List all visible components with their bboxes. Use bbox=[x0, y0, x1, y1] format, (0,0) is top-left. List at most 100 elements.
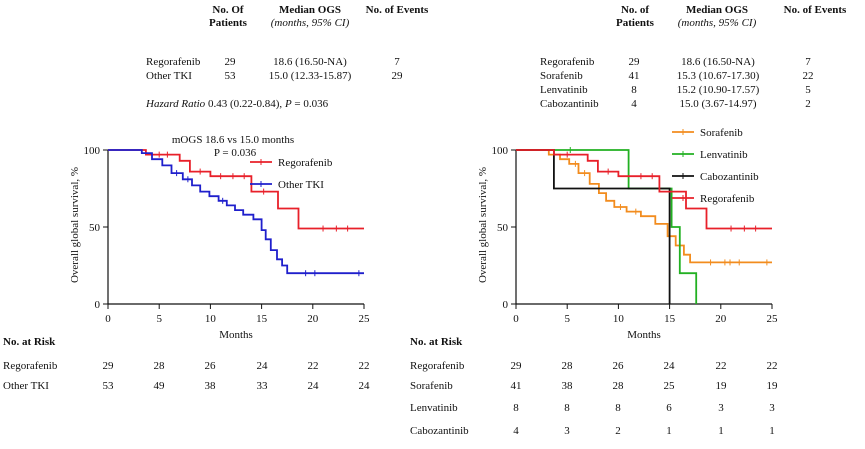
risk-value: 29 bbox=[102, 360, 114, 372]
risk-row-name: Regorafenib bbox=[3, 360, 58, 372]
right-row-events: 7 bbox=[805, 56, 811, 68]
legend-label: Sorafenib bbox=[700, 127, 743, 139]
risk-value: 8 bbox=[564, 402, 570, 414]
legend-label: Regorafenib bbox=[278, 157, 333, 169]
y-axis-label: Overall global survival, % bbox=[477, 167, 489, 283]
risk-value: 29 bbox=[510, 360, 522, 372]
risk-value: 49 bbox=[153, 380, 165, 392]
left-row-median: 18.6 (16.50-NA) bbox=[273, 56, 347, 68]
x-tick-label: 0 bbox=[513, 313, 519, 325]
right-row-name: Regorafenib bbox=[540, 56, 595, 68]
series-line-regorafenib bbox=[516, 149, 772, 230]
risk-value: 24 bbox=[256, 360, 268, 372]
x-tick-label: 25 bbox=[359, 313, 371, 325]
series-line-lenvatinib bbox=[516, 149, 698, 304]
risk-value: 8 bbox=[513, 402, 519, 414]
risk-row-name: Sorafenib bbox=[410, 380, 453, 392]
right-row-median: 15.2 (10.90-17.57) bbox=[676, 84, 760, 96]
x-tick-label: 15 bbox=[664, 313, 676, 325]
x-tick-label: 15 bbox=[256, 313, 268, 325]
annotation-pvalue: P = 0.036 bbox=[214, 147, 257, 159]
y-tick-label: 100 bbox=[492, 145, 509, 157]
risk-value: 1 bbox=[666, 425, 672, 437]
left-row-name: Regorafenib bbox=[146, 56, 201, 68]
km-chart-left: 0 5 10 15 20 25 0 50 100 Months Overall global sur… bbox=[69, 134, 370, 341]
risk-value: 24 bbox=[663, 360, 675, 372]
risk-value: 22 bbox=[358, 360, 370, 372]
legend-label: Other TKI bbox=[278, 179, 324, 191]
right-header-patients: No. of Patients bbox=[616, 4, 654, 29]
risk-value: 6 bbox=[666, 402, 672, 414]
risk-value: 24 bbox=[307, 380, 319, 392]
risk-value: 4 bbox=[513, 425, 519, 437]
x-tick-label: 10 bbox=[205, 313, 217, 325]
right-row-n: 29 bbox=[628, 56, 640, 68]
y-tick-label: 0 bbox=[503, 299, 509, 311]
legend-label: Regorafenib bbox=[700, 193, 755, 205]
right-risk-title: No. at Risk bbox=[410, 336, 463, 348]
risk-row-name: Lenvatinib bbox=[410, 402, 458, 414]
risk-value: 22 bbox=[307, 360, 319, 372]
left-row-events: 7 bbox=[394, 56, 400, 68]
x-tick-label: 20 bbox=[307, 313, 319, 325]
x-tick-label: 20 bbox=[715, 313, 727, 325]
risk-value: 19 bbox=[715, 380, 727, 392]
x-tick-label: 25 bbox=[767, 313, 779, 325]
series-line-other-tki bbox=[108, 149, 364, 275]
series-line-sorafenib bbox=[516, 149, 772, 264]
legend-label: Lenvatinib bbox=[700, 149, 748, 161]
risk-value: 22 bbox=[715, 360, 727, 372]
right-row-n: 8 bbox=[631, 84, 637, 96]
x-tick-label: 10 bbox=[613, 313, 625, 325]
risk-value: 25 bbox=[663, 380, 675, 392]
x-tick-label: 0 bbox=[105, 313, 111, 325]
right-header-median: Median OGS (months, 95% CI) bbox=[677, 4, 757, 29]
risk-value: 26 bbox=[204, 360, 216, 372]
left-row-median: 15.0 (12.33-15.87) bbox=[268, 70, 352, 82]
hazard-ratio: Hazard Ratio 0.43 (0.22-0.84), P = 0.036 bbox=[146, 98, 329, 110]
risk-value: 28 bbox=[561, 360, 573, 372]
risk-value: 19 bbox=[766, 380, 778, 392]
right-row-name: Lenvatinib bbox=[540, 84, 588, 96]
risk-value: 33 bbox=[256, 380, 268, 392]
left-header-events: No. of Events bbox=[365, 4, 429, 16]
right-row-n: 41 bbox=[628, 70, 640, 82]
left-row-name: Other TKI bbox=[146, 70, 192, 82]
risk-value: 28 bbox=[153, 360, 165, 372]
right-row-median: 15.3 (10.67-17.30) bbox=[676, 70, 760, 82]
series-line-cabozantinib bbox=[516, 149, 671, 304]
risk-value: 3 bbox=[769, 402, 775, 414]
left-row-n: 29 bbox=[224, 56, 236, 68]
left-header-median: Median OGS (months, 95% CI) bbox=[270, 4, 350, 29]
risk-value: 38 bbox=[561, 380, 573, 392]
risk-value: 3 bbox=[564, 425, 570, 437]
right-row-events: 2 bbox=[805, 98, 811, 110]
left-row-n: 53 bbox=[224, 70, 236, 82]
x-axis-label: Months bbox=[627, 329, 661, 341]
risk-value: 1 bbox=[769, 425, 775, 437]
risk-value: 38 bbox=[204, 380, 216, 392]
risk-row-name: Regorafenib bbox=[410, 360, 465, 372]
y-axis-label: Overall global survival, % bbox=[69, 167, 81, 283]
risk-value: 53 bbox=[102, 380, 114, 392]
risk-value: 24 bbox=[358, 380, 370, 392]
x-tick-label: 5 bbox=[564, 313, 570, 325]
legend-label: Cabozantinib bbox=[700, 171, 759, 183]
x-axis-label: Months bbox=[219, 329, 253, 341]
right-row-n: 4 bbox=[631, 98, 637, 110]
km-chart-right: 0 5 10 15 20 25 0 50 100 Months Overall global sur… bbox=[477, 127, 778, 341]
risk-value: 26 bbox=[612, 360, 624, 372]
series-line-regorafenib bbox=[108, 149, 364, 230]
y-tick-label: 0 bbox=[95, 299, 101, 311]
left-row-events: 29 bbox=[391, 70, 403, 82]
risk-value: 1 bbox=[718, 425, 724, 437]
left-risk-title: No. at Risk bbox=[3, 336, 56, 348]
y-tick-label: 50 bbox=[89, 222, 101, 234]
risk-value: 2 bbox=[615, 425, 621, 437]
y-tick-label: 100 bbox=[84, 145, 101, 157]
risk-row-name: Other TKI bbox=[3, 380, 49, 392]
y-tick-label: 50 bbox=[497, 222, 509, 234]
risk-value: 3 bbox=[718, 402, 724, 414]
right-row-events: 5 bbox=[805, 84, 811, 96]
